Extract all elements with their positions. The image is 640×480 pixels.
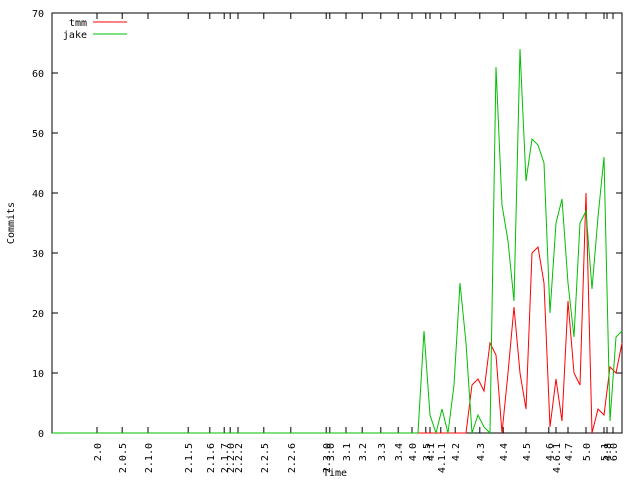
series-line [52, 48, 623, 435]
plot-frame [51, 12, 623, 434]
x-tick-label: 2.2.6 [287, 443, 298, 473]
y-tick-label: 30 [32, 249, 44, 260]
x-axis-label: Time [323, 468, 347, 479]
x-tick-label: 4.6 [545, 443, 556, 461]
x-tick-label: 4.1.1 [437, 443, 448, 473]
x-tick-label: 4.2 [451, 443, 462, 461]
series-line [52, 192, 623, 434]
y-tick-label: 40 [32, 189, 44, 200]
legend-label: jake [63, 30, 87, 41]
legend-label: tmm [69, 18, 87, 29]
x-tick-label: 4.8 [603, 443, 614, 461]
x-tick-label: 4.0 [408, 443, 419, 461]
y-tick-label: 70 [32, 9, 44, 20]
x-tick-label: 3.5 [422, 443, 433, 461]
y-axis-label: Commits [6, 202, 17, 244]
x-tick-label: 3.0 [326, 443, 337, 461]
x-tick-label: 2.1.7 [220, 443, 231, 473]
y-tick-label: 10 [32, 369, 44, 380]
x-tick-label: 4.4 [499, 443, 510, 461]
x-tick-label: 4.6.1 [552, 443, 563, 473]
x-tick-label: 3.4 [394, 443, 405, 461]
y-tick-label: 60 [32, 69, 44, 80]
y-tick-label: 0 [38, 429, 44, 440]
x-tick-label: 3.3 [377, 443, 388, 461]
x-tick-label: 5.1 [600, 443, 611, 461]
x-tick-label: 2.2.5 [260, 443, 271, 473]
x-tick-label: 2.0 [93, 443, 104, 461]
x-tick-label: 5.0 [582, 443, 593, 461]
x-tick-label: 2.3.0 [322, 443, 333, 473]
x-tick-label: 4.5 [522, 443, 533, 461]
x-tick-label: 2.2.2 [234, 443, 245, 473]
x-tick-label: 2.0.5 [118, 443, 129, 473]
x-tick-label: 4.1 [426, 443, 437, 461]
x-tick-label: 2.2.0 [226, 443, 237, 473]
x-tick-label: 3.1 [342, 443, 353, 461]
x-tick-label: 2.1.6 [206, 443, 217, 473]
x-tick-label: 6.0 [609, 443, 620, 461]
y-tick-label: 50 [32, 129, 44, 140]
x-tick-label: 4.7 [564, 443, 575, 461]
x-tick-label: 2.1.5 [184, 443, 195, 473]
y-tick-label: 20 [32, 309, 44, 320]
x-tick-label: 3.2 [358, 443, 369, 461]
x-tick-label: 2.1.0 [144, 443, 155, 473]
x-tick-label: 4.3 [476, 443, 487, 461]
